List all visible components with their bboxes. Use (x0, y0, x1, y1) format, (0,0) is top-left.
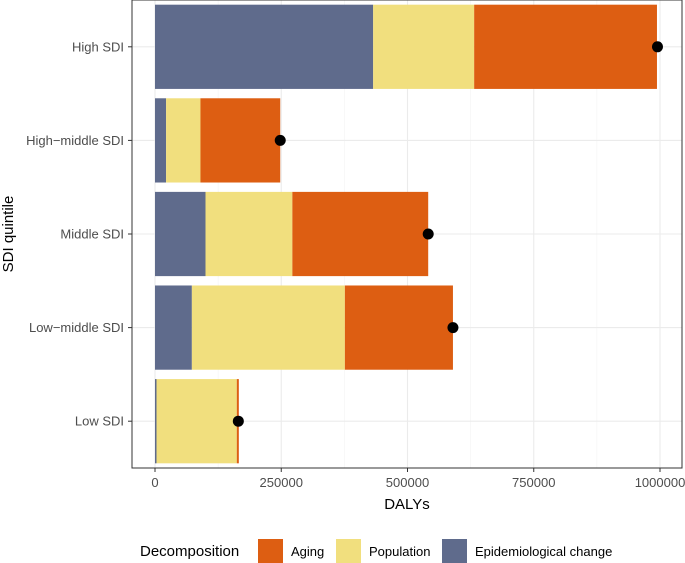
legend-label-population: Population (369, 544, 430, 559)
bar-segment-epidemiological-change (155, 4, 374, 89)
legend-swatch-population (336, 539, 361, 563)
bar-segment-epidemiological-change (155, 191, 206, 277)
point-layer (232, 41, 663, 427)
bar-segment-population (191, 285, 345, 370)
total-point (274, 134, 286, 146)
bar-segment-aging (344, 285, 453, 370)
y-tick-label: Low SDI (75, 414, 124, 429)
x-axis-title: DALYs (384, 496, 430, 513)
y-tick-label: High SDI (72, 39, 124, 54)
x-tick-label: 250000 (260, 475, 303, 490)
x-axis-ticks: 0 250000 500000 750000 1000000 (151, 468, 685, 490)
legend-swatch-epidemiological-change (442, 539, 467, 563)
y-tick-label: Middle SDI (60, 227, 124, 242)
x-tick-label: 0 (151, 475, 158, 490)
legend: Decomposition Aging Population Epidemiol… (140, 539, 612, 563)
bar-segment-aging (292, 191, 429, 277)
bar-layer (155, 4, 657, 464)
total-point (422, 228, 434, 240)
x-tick-label: 750000 (512, 475, 555, 490)
bar-segment-aging (474, 4, 657, 89)
bar-segment-population (156, 379, 237, 464)
bar-segment-epidemiological-change (155, 98, 167, 183)
legend-title: Decomposition (140, 543, 239, 560)
total-point (651, 41, 663, 53)
bar-segment-epidemiological-change (155, 285, 192, 370)
bar-segment-population (373, 4, 475, 89)
bar-segment-population (166, 98, 201, 183)
legend-label-aging: Aging (291, 544, 324, 559)
total-point (232, 415, 244, 427)
legend-label-epidemiological-change: Epidemiological change (475, 544, 612, 559)
bar-segment-population (205, 191, 293, 277)
bar-segment-aging (200, 98, 281, 183)
x-tick-label: 1000000 (635, 475, 685, 490)
legend-swatch-aging (258, 539, 283, 563)
y-tick-label: Low−middle SDI (29, 320, 124, 335)
total-point (447, 322, 459, 334)
y-tick-label: High−middle SDI (26, 133, 124, 148)
y-axis-title: SDI quintile (0, 196, 17, 273)
x-tick-label: 500000 (386, 475, 429, 490)
y-axis-ticks: High SDI High−middle SDI Middle SDI Low−mid… (26, 39, 132, 429)
bar-segment-epidemiological-change (155, 379, 157, 464)
